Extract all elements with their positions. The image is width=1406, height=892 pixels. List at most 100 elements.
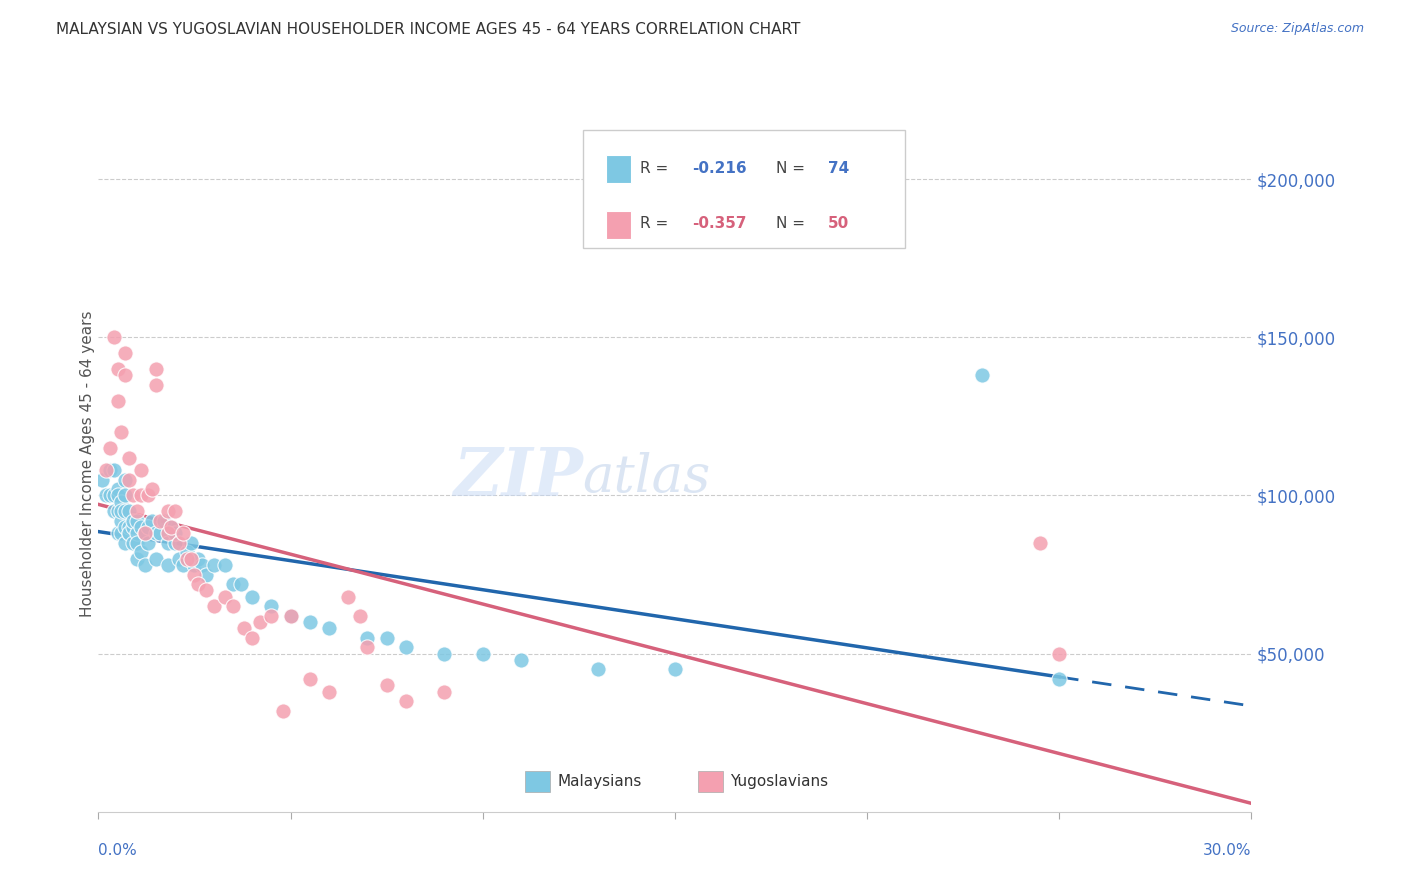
Point <box>356 640 378 655</box>
Point <box>107 393 129 408</box>
Point <box>98 463 121 477</box>
Point <box>114 536 136 550</box>
Point <box>298 615 321 629</box>
Bar <box>697 772 723 792</box>
Text: N =: N = <box>776 216 810 231</box>
Text: ZIP: ZIP <box>453 445 582 510</box>
Point <box>202 558 225 572</box>
Point <box>103 504 125 518</box>
Point <box>125 526 148 541</box>
Text: 50: 50 <box>828 216 849 231</box>
Point <box>187 577 209 591</box>
Point <box>125 536 148 550</box>
Point <box>118 520 141 534</box>
Point <box>145 377 167 392</box>
Point <box>337 590 360 604</box>
Point <box>165 526 187 541</box>
Point <box>156 536 179 550</box>
Point <box>114 473 136 487</box>
Point <box>183 567 205 582</box>
Point <box>375 678 398 692</box>
Point <box>141 514 163 528</box>
Point <box>160 520 183 534</box>
Point <box>240 631 263 645</box>
Point <box>122 520 145 534</box>
Point <box>972 368 994 383</box>
Y-axis label: Householder Income Ages 45 - 64 years: Householder Income Ages 45 - 64 years <box>80 310 94 617</box>
Point <box>318 621 340 635</box>
Point <box>375 631 398 645</box>
Point <box>134 526 156 541</box>
Point <box>145 526 167 541</box>
Point <box>149 514 172 528</box>
Text: 74: 74 <box>828 161 849 176</box>
Point <box>118 504 141 518</box>
Point <box>395 640 418 655</box>
Point <box>1047 647 1070 661</box>
Point <box>510 653 533 667</box>
Point <box>167 536 190 550</box>
Point <box>107 526 129 541</box>
Point <box>586 662 609 676</box>
Point <box>664 662 686 676</box>
Point <box>433 684 456 698</box>
Point <box>180 551 202 566</box>
Point <box>110 514 132 528</box>
Point <box>129 463 152 477</box>
Point <box>195 583 218 598</box>
Text: Yugoslavians: Yugoslavians <box>730 774 828 789</box>
Point <box>1047 672 1070 686</box>
Point <box>172 526 194 541</box>
Text: MALAYSIAN VS YUGOSLAVIAN HOUSEHOLDER INCOME AGES 45 - 64 YEARS CORRELATION CHART: MALAYSIAN VS YUGOSLAVIAN HOUSEHOLDER INC… <box>56 22 800 37</box>
Point <box>129 545 152 559</box>
Point <box>141 482 163 496</box>
Point <box>125 551 148 566</box>
Point <box>156 558 179 572</box>
Text: -0.357: -0.357 <box>692 216 747 231</box>
Point <box>195 567 218 582</box>
Point <box>138 536 160 550</box>
Point <box>138 520 160 534</box>
Point <box>156 504 179 518</box>
Point <box>107 504 129 518</box>
Point <box>229 577 252 591</box>
Point <box>129 520 152 534</box>
Point <box>114 520 136 534</box>
Text: R =: R = <box>640 161 673 176</box>
Point <box>260 608 283 623</box>
Point <box>167 551 190 566</box>
Text: 0.0%: 0.0% <box>98 843 138 858</box>
Point <box>280 608 302 623</box>
Point <box>349 608 371 623</box>
Point <box>118 473 141 487</box>
Point <box>176 551 198 566</box>
Point <box>222 599 245 614</box>
Point <box>214 590 236 604</box>
Point <box>103 330 125 344</box>
Bar <box>606 155 631 184</box>
Point <box>103 488 125 502</box>
Point <box>107 482 129 496</box>
Point <box>183 558 205 572</box>
Point <box>249 615 271 629</box>
Point <box>471 647 494 661</box>
Point <box>214 558 236 572</box>
Point <box>118 450 141 465</box>
Point <box>103 463 125 477</box>
Point <box>165 504 187 518</box>
Point <box>91 473 114 487</box>
Point <box>202 599 225 614</box>
Point <box>129 488 152 502</box>
Text: R =: R = <box>640 216 673 231</box>
Point <box>118 526 141 541</box>
Point <box>318 684 340 698</box>
Point <box>98 441 121 455</box>
Point <box>156 526 179 541</box>
Point <box>149 526 172 541</box>
FancyBboxPatch shape <box>582 130 905 248</box>
Point <box>233 621 256 635</box>
Point <box>187 551 209 566</box>
Point <box>118 526 141 541</box>
Point <box>125 514 148 528</box>
Point <box>107 488 129 502</box>
